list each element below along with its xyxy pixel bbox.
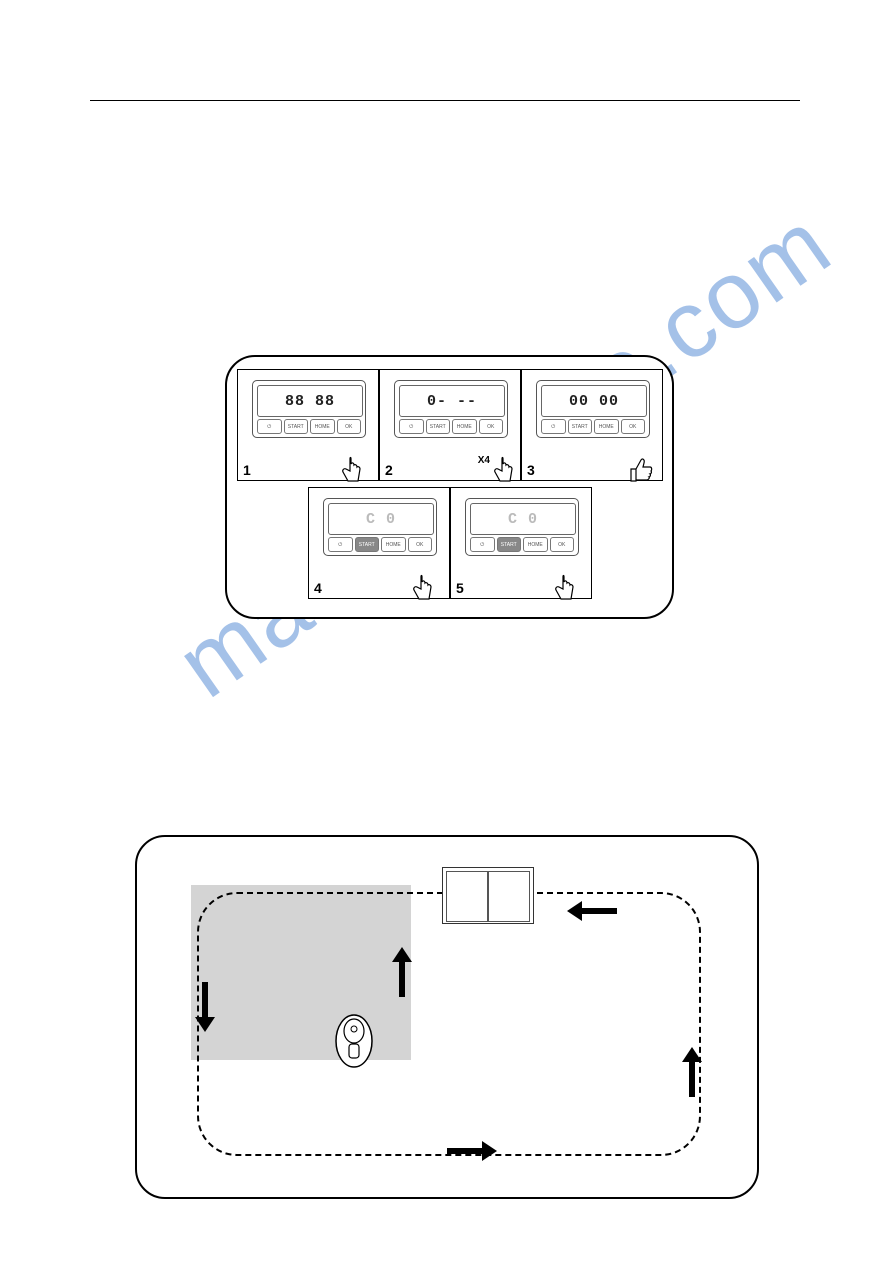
panel-number: 4 xyxy=(314,580,322,596)
lcd-display: 88 88 xyxy=(257,385,363,417)
start-button[interactable]: START xyxy=(355,537,380,552)
dock-pcb-right xyxy=(488,871,530,922)
button-row: ⏻ START HOME OK xyxy=(328,537,432,552)
panel-2: 0- -- ⏻ START HOME OK 2 X4 xyxy=(379,369,521,481)
lcd-frame: 0- -- ⏻ START HOME OK xyxy=(394,380,508,438)
dock-pcb-left xyxy=(446,871,488,922)
home-button[interactable]: HOME xyxy=(310,419,335,434)
lcd-display: 00 00 xyxy=(541,385,647,417)
control-panel-figure: 88 88 ⏻ START HOME OK 1 0- -- xyxy=(225,355,674,619)
start-button[interactable]: START xyxy=(426,419,451,434)
lcd-frame: 00 00 ⏻ START HOME OK xyxy=(536,380,650,438)
pointing-hand-icon xyxy=(549,573,579,603)
panel-4: C 0 ⏻ START HOME OK 4 xyxy=(308,487,450,599)
button-row: ⏻ START HOME OK xyxy=(541,419,645,434)
panel-1: 88 88 ⏻ START HOME OK 1 xyxy=(237,369,379,481)
lcd-frame: C 0 ⏻ START HOME OK xyxy=(465,498,579,556)
lcd-frame: 88 88 ⏻ START HOME OK xyxy=(252,380,366,438)
pointing-hand-icon xyxy=(488,455,518,485)
button-row: ⏻ START HOME OK xyxy=(399,419,503,434)
ok-button[interactable]: OK xyxy=(621,419,646,434)
lcd-text: 00 00 xyxy=(569,393,619,410)
pointing-hand-icon xyxy=(336,455,366,485)
button-row: ⏻ START HOME OK xyxy=(257,419,361,434)
home-button[interactable]: HOME xyxy=(452,419,477,434)
power-button[interactable]: ⏻ xyxy=(470,537,495,552)
lcd-text: C 0 xyxy=(508,511,538,528)
header-rule xyxy=(90,100,800,101)
start-button[interactable]: START xyxy=(497,537,522,552)
charging-station-icon xyxy=(442,867,534,924)
panel-3: 00 00 ⏻ START HOME OK 3 xyxy=(521,369,663,481)
home-button[interactable]: HOME xyxy=(381,537,406,552)
thumbs-up-icon xyxy=(626,455,656,485)
lcd-display: C 0 xyxy=(328,503,434,535)
home-button[interactable]: HOME xyxy=(594,419,619,434)
panel-number: 5 xyxy=(456,580,464,596)
button-row: ⏻ START HOME OK xyxy=(470,537,574,552)
ok-button[interactable]: OK xyxy=(479,419,504,434)
home-button[interactable]: HOME xyxy=(523,537,548,552)
lawn-map-figure xyxy=(135,835,759,1199)
arrow-down-icon xyxy=(195,982,215,1032)
lcd-text: 88 88 xyxy=(285,393,335,410)
power-button[interactable]: ⏻ xyxy=(257,419,282,434)
pointing-hand-icon xyxy=(407,573,437,603)
start-button[interactable]: START xyxy=(284,419,309,434)
arrow-up-icon xyxy=(392,947,412,997)
arrow-left-icon xyxy=(567,901,617,921)
ok-button[interactable]: OK xyxy=(408,537,433,552)
ok-button[interactable]: OK xyxy=(550,537,575,552)
power-button[interactable]: ⏻ xyxy=(399,419,424,434)
power-button[interactable]: ⏻ xyxy=(328,537,353,552)
arrow-right-icon xyxy=(447,1141,497,1161)
ok-button[interactable]: OK xyxy=(337,419,362,434)
mower-icon xyxy=(332,1009,376,1069)
start-button[interactable]: START xyxy=(568,419,593,434)
boundary-wire xyxy=(197,892,701,1156)
lcd-display: C 0 xyxy=(470,503,576,535)
lcd-text: C 0 xyxy=(366,511,396,528)
lcd-display: 0- -- xyxy=(399,385,505,417)
panel-number: 2 xyxy=(385,462,393,478)
panel-5: C 0 ⏻ START HOME OK 5 xyxy=(450,487,592,599)
arrow-up-icon xyxy=(682,1047,702,1097)
power-button[interactable]: ⏻ xyxy=(541,419,566,434)
lcd-frame: C 0 ⏻ START HOME OK xyxy=(323,498,437,556)
panel-number: 3 xyxy=(527,462,535,478)
lcd-text: 0- -- xyxy=(427,393,477,410)
panel-number: 1 xyxy=(243,462,251,478)
